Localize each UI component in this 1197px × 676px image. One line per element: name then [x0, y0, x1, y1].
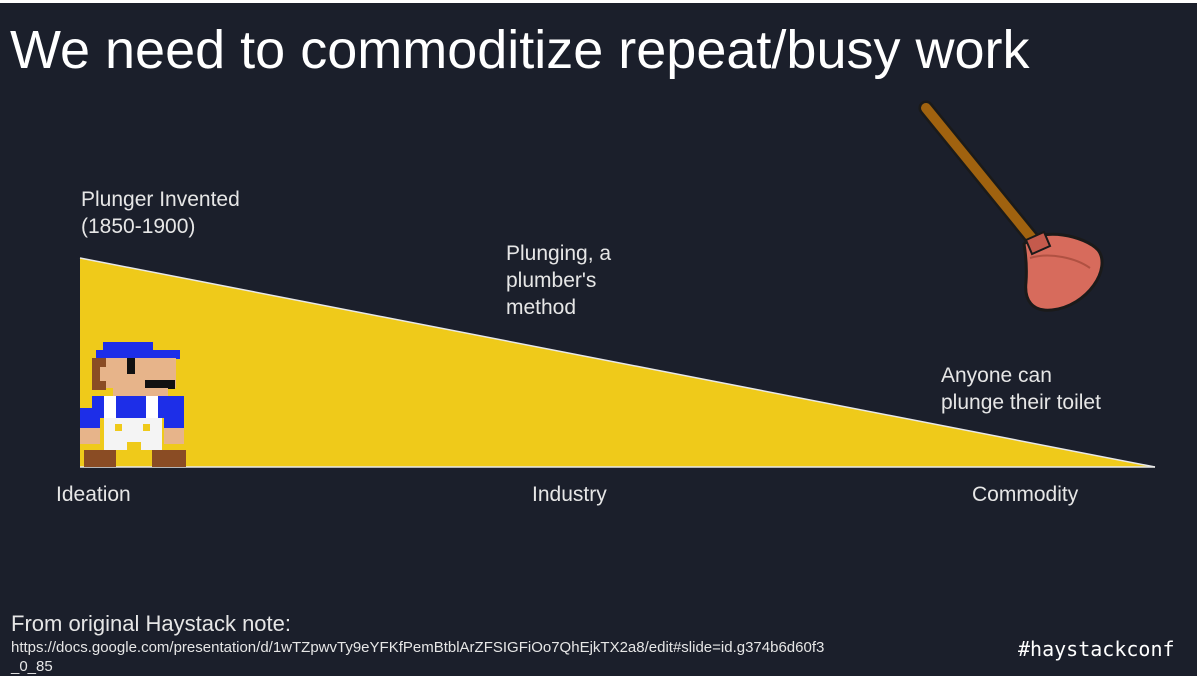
stage-label-industry: Plunging, a plumber's method	[506, 240, 611, 321]
stage-label-commodity: Anyone can plunge their toilet	[941, 362, 1101, 416]
slide-title: We need to commoditize repeat/busy work	[10, 20, 1030, 80]
plunger-icon	[918, 100, 1104, 312]
pixel-plumber-icon	[80, 342, 186, 467]
axis-label-industry: Industry	[532, 483, 607, 506]
stage-label-line: plumber's	[506, 269, 597, 292]
wedge-top-edge	[79, 257, 1156, 468]
stage-label-line: method	[506, 296, 577, 319]
footer-heading: From original Haystack note:	[11, 611, 291, 636]
axis-label-ideation: Ideation	[56, 483, 131, 506]
stage-label-line: plunge their toilet	[941, 391, 1101, 414]
top-border	[0, 0, 1197, 3]
axis-label-commodity: Commodity	[972, 483, 1079, 506]
stage-label-invention: Plunger Invented (1850-1900)	[81, 186, 240, 240]
stage-label-line: Plunging, a	[506, 242, 612, 265]
source-link[interactable]: https://docs.google.com/presentation/d/1…	[11, 639, 825, 675]
stage-label-line: (1850-1900)	[81, 215, 196, 238]
stage-label-line: Anyone can	[941, 364, 1052, 387]
stage-label-line: Plunger Invented	[81, 188, 240, 211]
conference-hashtag: #haystackconf	[1018, 637, 1175, 661]
